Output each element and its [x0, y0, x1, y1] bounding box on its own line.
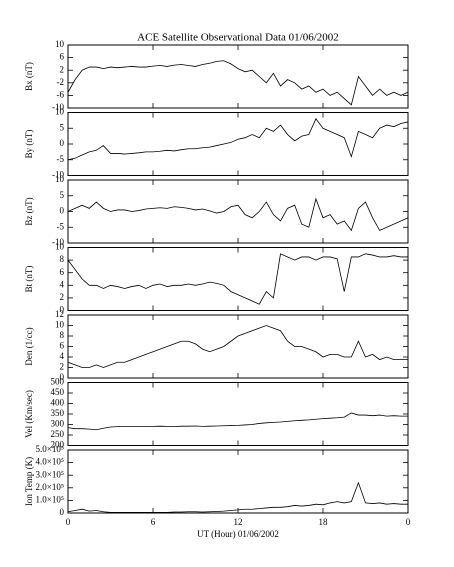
y-tick-label: 5 [60, 122, 65, 132]
y-tick-label: 6 [60, 52, 65, 62]
x-axis-label: UT (Hour) 01/06/2002 [197, 529, 279, 539]
y-tick-label: 6 [60, 341, 65, 351]
y-axis-label: Bx (nT) [24, 62, 34, 91]
y-tick-label: -6 [57, 89, 65, 99]
y-axis-label: Vel (Km/sec) [24, 390, 34, 438]
panel-frame [67, 112, 409, 176]
y-tick-label: 0 [60, 372, 65, 382]
y-tick-label: -10 [52, 237, 64, 247]
y-tick-label: 10 [55, 39, 65, 49]
y-axis-label: Ion Temp (K) [24, 457, 34, 506]
y-axis-label: Den (1/cc) [24, 327, 34, 365]
y-axis-label: Bz (nT) [24, 197, 34, 225]
panel-frame [67, 314, 409, 379]
y-tick-label: 8 [60, 330, 65, 340]
data-line [67, 197, 409, 232]
y-tick-label: 10 [55, 107, 65, 117]
x-tick-label: 6 [151, 517, 156, 527]
y-tick-label: 10 [55, 242, 65, 252]
y-tick-label: 6 [60, 267, 65, 277]
y-tick-label: -10 [52, 102, 64, 112]
data-line [67, 325, 408, 368]
y-tick-label: 500 [51, 377, 65, 387]
y-tick-label: -2 [57, 77, 65, 87]
data-line [67, 118, 409, 161]
y-tick-label: 1.0×10⁵ [36, 494, 64, 504]
y-tick-label: 5 [60, 190, 65, 200]
y-tick-label: 0 [60, 138, 65, 148]
y-tick-label: 12 [55, 309, 64, 319]
y-axis-label: Bt (nT) [24, 266, 34, 293]
data-line [67, 412, 408, 431]
x-tick-label: 0 [406, 517, 411, 527]
y-tick-label: 400 [51, 398, 65, 408]
panel-frame [67, 44, 409, 109]
y-tick-label: 2 [60, 362, 65, 372]
y-tick-label: 0 [60, 305, 65, 315]
y-tick-label: 450 [51, 387, 65, 397]
y-tick-label: 3.0×10⁵ [36, 469, 64, 479]
y-tick-label: 8 [60, 254, 65, 264]
data-line [67, 60, 409, 106]
y-tick-label: 200 [51, 440, 65, 450]
y-tick-label: 4 [60, 279, 65, 289]
y-tick-label: 4.0×10⁵ [36, 457, 64, 467]
y-tick-label: -5 [57, 154, 65, 164]
x-tick-label: 12 [234, 517, 243, 527]
panel-frame [67, 449, 409, 514]
data-line [67, 253, 408, 305]
x-tick-label: 0 [66, 517, 71, 527]
y-tick-label: 2 [60, 292, 65, 302]
y-tick-label: 10 [55, 320, 65, 330]
panel-frame [67, 382, 409, 446]
y-tick-label: 10 [55, 174, 65, 184]
chart-title: ACE Satellite Observational Data 01/06/2… [137, 32, 339, 44]
x-tick-label: 18 [319, 517, 329, 527]
y-tick-label: 0 [60, 507, 65, 517]
y-tick-label: 5.0×10⁵ [36, 444, 64, 454]
y-tick-label: 250 [51, 429, 65, 439]
y-tick-label: -10 [52, 170, 64, 180]
y-tick-label: 350 [51, 408, 65, 418]
y-tick-label: 0 [60, 206, 65, 216]
data-line [67, 481, 408, 513]
y-tick-label: 4 [60, 351, 65, 361]
y-tick-label: 2 [60, 64, 65, 74]
y-tick-label: -5 [57, 221, 65, 231]
y-axis-label: By (nT) [24, 130, 34, 159]
y-tick-label: 300 [51, 419, 65, 429]
y-tick-label: 2.0×10⁵ [36, 482, 64, 492]
